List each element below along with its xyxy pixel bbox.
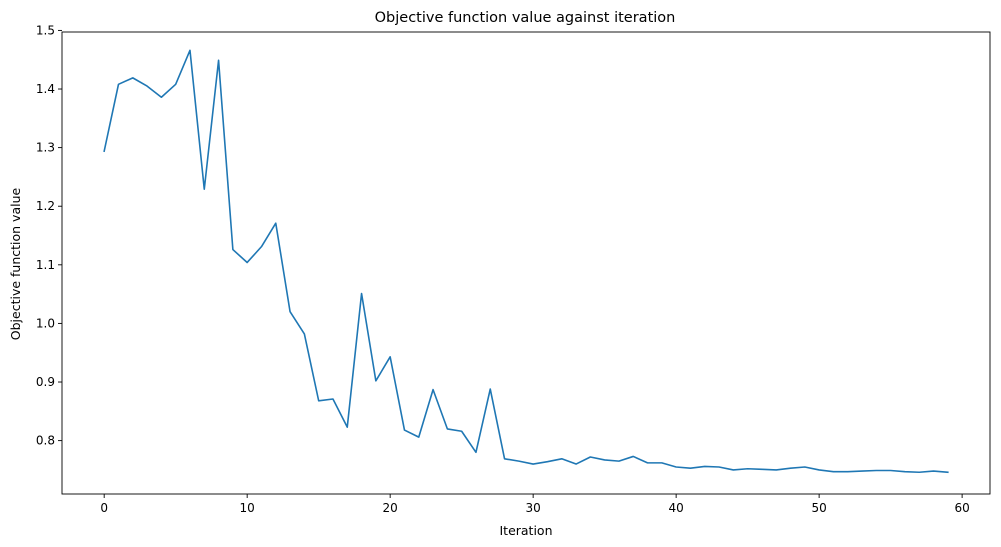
- plot-area: 0 10 20 30 40 50 60 0.8 0.9 1.0 1.1 1.2 1.3 1.4 1.5: [36, 23, 991, 515]
- x-tick-label: 60: [954, 501, 969, 515]
- x-axis-label: Iteration: [499, 523, 552, 538]
- y-axis-label: Objective function value: [8, 187, 23, 340]
- y-tick-label: 0.8: [36, 434, 55, 448]
- y-tick-label: 0.9: [36, 375, 55, 389]
- y-tick-label: 1.5: [36, 23, 55, 37]
- y-tick-label: 1.3: [36, 141, 55, 155]
- y-tick-label: 1.2: [36, 199, 55, 213]
- x-tick-label: 40: [668, 501, 683, 515]
- x-tick-label: 50: [811, 501, 826, 515]
- series-line-0: [103, 49, 949, 474]
- y-tick-label: 1.1: [36, 258, 55, 272]
- x-tick-label: 20: [383, 501, 398, 515]
- x-tick-label: 10: [240, 501, 255, 515]
- x-tick-label: 0: [100, 501, 108, 515]
- y-tick-label: 1.0: [36, 316, 55, 330]
- x-tick-label: 30: [526, 501, 541, 515]
- y-tick-label: 1.4: [36, 82, 55, 96]
- chart-title: Objective function value against iterati…: [375, 10, 676, 26]
- axes-frame: [61, 31, 991, 495]
